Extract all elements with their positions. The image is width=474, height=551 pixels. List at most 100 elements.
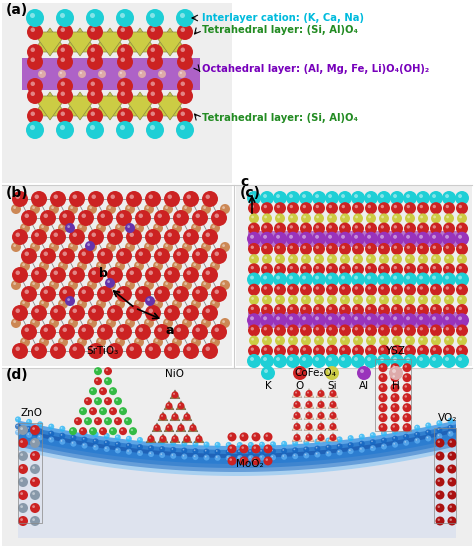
Circle shape — [201, 318, 211, 328]
Circle shape — [251, 246, 254, 249]
Circle shape — [456, 243, 468, 255]
Circle shape — [68, 204, 78, 214]
Circle shape — [227, 450, 228, 452]
Circle shape — [329, 423, 337, 430]
Circle shape — [182, 280, 192, 290]
Circle shape — [393, 194, 397, 198]
Circle shape — [393, 437, 395, 439]
Circle shape — [119, 407, 127, 415]
Circle shape — [338, 445, 339, 446]
Text: a: a — [166, 324, 174, 337]
Circle shape — [70, 244, 73, 247]
Circle shape — [73, 347, 77, 351]
Circle shape — [30, 13, 35, 18]
Circle shape — [260, 354, 274, 368]
Circle shape — [449, 440, 452, 443]
Circle shape — [96, 399, 98, 401]
Circle shape — [182, 440, 187, 446]
Circle shape — [115, 337, 125, 347]
Circle shape — [404, 428, 406, 430]
Circle shape — [359, 441, 365, 447]
Circle shape — [146, 206, 149, 209]
Polygon shape — [152, 423, 162, 432]
Circle shape — [144, 204, 154, 214]
Circle shape — [78, 324, 94, 340]
Circle shape — [342, 205, 345, 208]
Circle shape — [81, 409, 83, 411]
Circle shape — [331, 425, 333, 426]
Circle shape — [129, 195, 134, 199]
Circle shape — [283, 449, 284, 451]
Circle shape — [287, 202, 299, 214]
Circle shape — [407, 246, 410, 249]
Circle shape — [328, 235, 332, 239]
Circle shape — [172, 223, 182, 233]
Circle shape — [182, 453, 187, 460]
Circle shape — [381, 256, 384, 259]
Circle shape — [459, 327, 462, 331]
Polygon shape — [33, 32, 67, 56]
Circle shape — [41, 225, 44, 228]
Circle shape — [27, 88, 43, 104]
Circle shape — [187, 347, 191, 351]
Circle shape — [63, 251, 67, 256]
Circle shape — [203, 206, 206, 209]
Circle shape — [91, 82, 95, 86]
Circle shape — [381, 415, 383, 418]
Circle shape — [353, 336, 363, 345]
Circle shape — [381, 338, 384, 341]
Circle shape — [145, 296, 155, 306]
Circle shape — [360, 435, 362, 437]
Polygon shape — [188, 423, 198, 432]
Circle shape — [393, 235, 397, 239]
Circle shape — [314, 446, 320, 452]
Circle shape — [238, 456, 240, 458]
Circle shape — [90, 13, 95, 18]
Circle shape — [458, 316, 462, 320]
Circle shape — [436, 439, 445, 447]
Circle shape — [318, 401, 325, 408]
Circle shape — [138, 438, 140, 440]
Circle shape — [328, 357, 332, 361]
Circle shape — [16, 233, 20, 237]
Circle shape — [97, 210, 113, 226]
Circle shape — [195, 435, 202, 442]
Circle shape — [325, 191, 339, 205]
Circle shape — [436, 516, 445, 526]
Circle shape — [182, 442, 184, 444]
Circle shape — [155, 225, 158, 228]
Circle shape — [195, 289, 200, 294]
Circle shape — [241, 434, 244, 437]
Circle shape — [135, 248, 151, 264]
Circle shape — [433, 205, 436, 208]
Circle shape — [417, 243, 429, 255]
Circle shape — [438, 467, 440, 469]
Circle shape — [163, 318, 173, 328]
Circle shape — [229, 434, 232, 437]
Circle shape — [264, 266, 267, 269]
Circle shape — [263, 357, 267, 361]
Circle shape — [382, 445, 384, 446]
Circle shape — [172, 441, 173, 443]
Circle shape — [63, 327, 67, 332]
Circle shape — [35, 233, 39, 237]
Circle shape — [239, 433, 248, 441]
Circle shape — [328, 316, 332, 320]
Circle shape — [117, 225, 120, 228]
Circle shape — [18, 477, 28, 487]
Circle shape — [26, 419, 32, 425]
Circle shape — [195, 214, 200, 218]
Polygon shape — [18, 433, 456, 476]
Circle shape — [58, 337, 68, 347]
Circle shape — [379, 383, 388, 392]
Circle shape — [48, 436, 54, 442]
Circle shape — [104, 397, 112, 405]
Circle shape — [127, 225, 130, 228]
Circle shape — [249, 295, 259, 305]
Text: SrTiO₃: SrTiO₃ — [87, 346, 119, 356]
Circle shape — [381, 225, 384, 229]
Circle shape — [158, 70, 166, 78]
Circle shape — [293, 449, 295, 450]
Circle shape — [367, 357, 371, 361]
Circle shape — [226, 455, 232, 461]
